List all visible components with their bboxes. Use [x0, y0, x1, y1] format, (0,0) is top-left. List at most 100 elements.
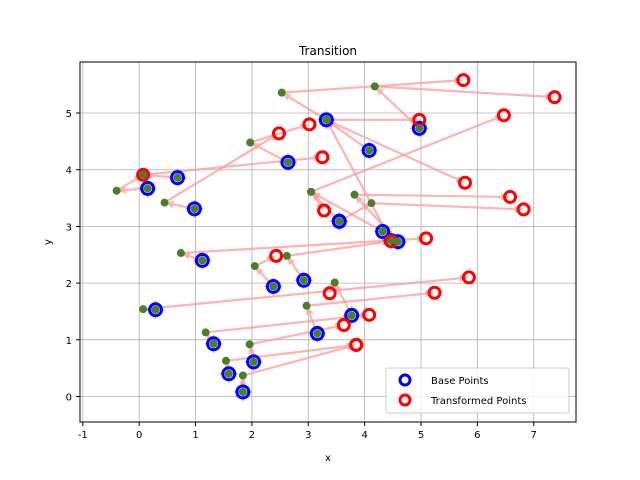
y-tick-label: 2: [66, 279, 72, 290]
base-center-dot: [238, 387, 247, 396]
base-point: [265, 279, 281, 295]
mid-to-transformed-arrow-shaft: [225, 344, 348, 362]
mid-to-transformed-arrow-shaft: [180, 237, 418, 255]
mid-to-transformed-arrow-shaft: [306, 292, 426, 307]
intermediate-point: [246, 138, 255, 147]
base-point: [221, 366, 237, 382]
x-axis-label: x: [325, 453, 331, 464]
transformed-point: [302, 117, 317, 132]
x-tick-label: 5: [418, 430, 424, 441]
base-center-dot: [198, 256, 207, 265]
intermediate-point: [139, 305, 148, 314]
x-tick-label: 7: [531, 430, 537, 441]
x-tick-label: 0: [136, 430, 142, 441]
base-center-dot: [347, 311, 356, 320]
base-point: [344, 307, 360, 323]
legend-box: [385, 367, 570, 414]
base-center-dot: [387, 236, 396, 245]
transformed-point: [419, 231, 434, 246]
y-tick-label: 0: [66, 392, 72, 403]
mid-to-transformed-arrow-shaft: [354, 193, 502, 198]
transformed-point: [136, 167, 151, 182]
mid-to-transformed-arrow-shaft: [325, 118, 458, 181]
base-center-dot: [249, 357, 258, 366]
transformed-point: [362, 307, 377, 322]
mid-to-transformed-arrow-shaft: [371, 202, 515, 211]
transformed-point: [516, 202, 531, 217]
base-center-dot: [393, 237, 402, 246]
base-center-dot: [299, 276, 308, 285]
transformed-point: [317, 203, 332, 218]
intermediate-point: [307, 187, 316, 196]
mid-to-transformed-arrow-shaft: [163, 137, 272, 204]
intermediate-point: [176, 249, 185, 258]
y-axis-label: y: [43, 239, 54, 245]
x-tick-label: 4: [361, 430, 367, 441]
mid-to-transformed-arrow-shaft: [286, 241, 383, 257]
intermediate-point: [282, 251, 291, 260]
intermediate-point: [302, 301, 311, 310]
transformed-point: [271, 126, 286, 141]
x-tick-label: -1: [78, 430, 88, 441]
base-point: [296, 272, 312, 288]
y-tick-label: 5: [66, 109, 72, 120]
intermediate-point: [238, 371, 247, 380]
base-point: [140, 180, 156, 196]
x-tick-label: 2: [249, 430, 255, 441]
base-center-dot: [313, 329, 322, 338]
base-to-mid-arrow-shaft: [329, 127, 393, 242]
base-center-dot: [209, 339, 218, 348]
base-point: [361, 142, 377, 158]
base-center-dot: [143, 184, 152, 193]
x-tick-label: 1: [192, 430, 198, 441]
base-point: [148, 302, 164, 318]
legend-marker-base-points: [398, 373, 412, 387]
base-point: [309, 326, 325, 342]
base-center-dot: [269, 282, 278, 291]
transformed-point: [269, 248, 284, 263]
mid-to-transformed-arrow-shaft: [242, 346, 348, 377]
mid-to-transformed-arrow-shaft: [249, 125, 302, 144]
base-point: [375, 224, 391, 240]
base-point: [411, 120, 427, 136]
legend-label-transformed-points: Transformed Points: [430, 396, 526, 407]
transformed-point: [456, 73, 471, 88]
base-point: [280, 154, 296, 170]
intermediate-point: [370, 82, 379, 91]
intermediate-point: [139, 170, 148, 179]
base-center-dot: [335, 217, 344, 226]
legend-marker-transformed-points: [398, 393, 412, 407]
intermediate-point: [367, 199, 376, 208]
base-center-dot: [173, 173, 182, 182]
x-tick-label: 3: [305, 430, 311, 441]
axes-frame: [79, 61, 577, 423]
base-point: [246, 354, 262, 370]
y-tick-label: 4: [66, 166, 72, 177]
transformed-point: [503, 189, 518, 204]
legend-label-base-points: Base Points: [431, 376, 489, 387]
base-center-dot: [283, 158, 292, 167]
intermediate-point: [160, 198, 169, 207]
base-point: [206, 336, 222, 352]
base-center-dot: [224, 369, 233, 378]
base-point: [235, 384, 251, 400]
base-to-mid-arrow-head: [116, 186, 126, 194]
intermediate-point: [112, 186, 121, 195]
intermediate-point: [330, 278, 339, 287]
transformed-point: [496, 108, 511, 123]
transformed-point: [427, 285, 442, 300]
base-point: [318, 112, 334, 128]
intermediate-point: [322, 115, 331, 124]
y-tick-label: 1: [66, 336, 72, 347]
intermediate-point: [201, 328, 210, 337]
base-point: [331, 213, 347, 229]
x-tick-label: 6: [474, 430, 480, 441]
base-center-dot: [415, 124, 424, 133]
intermediate-point: [221, 356, 230, 365]
transformed-point: [457, 175, 472, 190]
chart-title: Transition: [298, 44, 357, 58]
plot-area: -1 0 1 2 3 4 5 6 7 0 1 2 3 4 5: [66, 61, 577, 441]
base-point: [194, 252, 210, 268]
intermediate-point: [350, 190, 359, 199]
